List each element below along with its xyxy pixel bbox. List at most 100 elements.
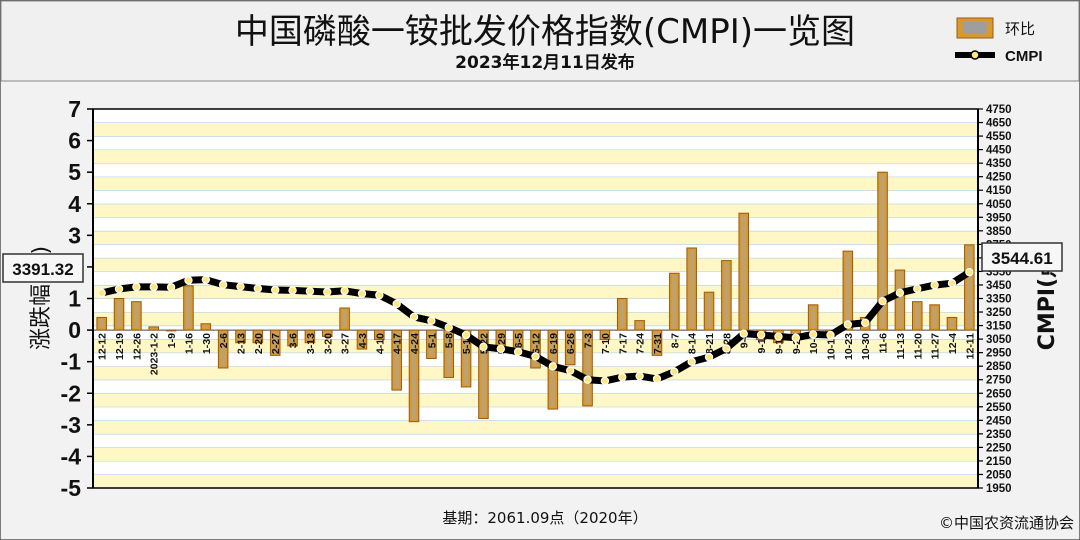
bar-inner xyxy=(619,300,625,329)
x-tick-label: 7-31 xyxy=(652,333,664,354)
x-tick-label: 2-20 xyxy=(253,333,265,354)
cmpi-point xyxy=(513,347,523,356)
grid-band xyxy=(93,271,978,285)
cmpi-point xyxy=(652,374,662,384)
copyright: ©中国农资流通协会 xyxy=(939,514,1074,532)
right-tick-label: 4050 xyxy=(986,199,1012,211)
bar-inner xyxy=(203,325,209,329)
x-tick-label: 11-20 xyxy=(912,333,924,359)
bar-inner xyxy=(446,332,452,376)
right-tick-label: 2450 xyxy=(986,415,1012,427)
legend-line-label: CMPI xyxy=(1005,48,1043,65)
x-tick-label: 2-27 xyxy=(270,333,282,354)
bar-inner xyxy=(967,246,972,329)
legend-bar-label: 环比 xyxy=(1005,20,1035,38)
right-tick-label: 4750 xyxy=(986,104,1012,116)
bar-inner xyxy=(220,332,226,366)
bar-inner xyxy=(689,249,694,329)
grid-band xyxy=(93,420,978,434)
x-tick-label: 6-12 xyxy=(531,333,543,354)
cmpi-point xyxy=(618,372,627,382)
right-tick-label: 4350 xyxy=(986,158,1012,170)
cmpi-point xyxy=(357,289,367,298)
cmpi-point xyxy=(201,275,210,284)
bar-inner xyxy=(238,332,243,341)
grid-band xyxy=(93,109,978,123)
right-tick-label: 2850 xyxy=(986,361,1012,373)
cmpi-point xyxy=(774,332,783,341)
right-tick-label: 2550 xyxy=(986,402,1012,414)
cmpi-point xyxy=(340,286,349,295)
line-series xyxy=(97,267,974,386)
left-tick-label: -5 xyxy=(61,475,82,501)
cmpi-point xyxy=(687,357,696,366)
x-tick-label: 3-6 xyxy=(288,333,300,348)
left-tick-label: -1 xyxy=(61,349,82,375)
x-tick-label: 1-30 xyxy=(201,333,213,354)
cmpi-point xyxy=(496,344,505,354)
left-tick-label: 3 xyxy=(68,222,81,248)
bar-inner xyxy=(706,294,712,329)
cmpi-point xyxy=(739,329,748,338)
right-tick-label: 2350 xyxy=(986,429,1012,441)
bar-inner xyxy=(533,332,538,366)
bar-inner xyxy=(463,332,469,385)
bar-inner xyxy=(377,332,382,338)
chart-title: 中国磷酸一铵批发价格指数(CMPI)一览图 xyxy=(235,12,855,52)
cmpi-point xyxy=(288,286,297,295)
cmpi-point xyxy=(392,299,401,309)
x-tick-label: 2-6 xyxy=(218,333,230,348)
bar-inner xyxy=(186,287,191,329)
cmpi-point xyxy=(722,344,731,353)
cmpi-point xyxy=(479,342,488,352)
grid-band xyxy=(93,447,978,461)
x-tick-label: 7-17 xyxy=(617,333,629,354)
bar-inner xyxy=(99,319,104,329)
right-tick-label: 2050 xyxy=(986,469,1012,481)
cmpi-point xyxy=(826,330,835,340)
grid-band xyxy=(93,217,978,231)
left-tick-label: 7 xyxy=(68,96,81,122)
bar-inner xyxy=(307,332,313,341)
bar-inner xyxy=(567,332,573,363)
cmpi-point xyxy=(271,285,280,295)
bar xyxy=(165,329,177,332)
cmpi-point xyxy=(461,330,471,340)
right-tick-label: 2950 xyxy=(986,348,1012,360)
header-band xyxy=(0,0,1080,82)
right-tick-label: 3150 xyxy=(986,321,1012,333)
bar-inner xyxy=(932,306,937,329)
cmpi-point xyxy=(913,284,922,293)
legend-bar-swatch-inner xyxy=(963,22,987,34)
x-tick-label: 8-7 xyxy=(669,333,681,348)
right-tick-label: 2150 xyxy=(986,456,1012,468)
bar-inner xyxy=(255,332,261,341)
x-tick-label: 10-23 xyxy=(843,333,855,360)
x-tick-label: 7-10 xyxy=(600,333,612,354)
x-tick-label: 5-8 xyxy=(444,333,456,348)
grid-band xyxy=(93,298,978,313)
left-tick-label: 5 xyxy=(68,159,81,185)
cmpi-point xyxy=(843,320,853,329)
end-value-callout: 3544.61 xyxy=(981,242,1063,272)
bar-inner xyxy=(949,319,955,329)
cmpi-point xyxy=(97,288,106,298)
bar-inner xyxy=(845,253,851,329)
bar-inner xyxy=(394,332,399,389)
x-tick-label: 4-24 xyxy=(409,333,421,354)
bar-inner xyxy=(602,332,608,338)
x-tick-label: 4-10 xyxy=(374,333,386,354)
x-tick-label: 4-17 xyxy=(392,333,404,354)
cmpi-point xyxy=(583,375,592,384)
x-tick-label: 11-27 xyxy=(930,333,942,359)
cmpi-point xyxy=(166,283,176,292)
right-tick-label: 3450 xyxy=(986,280,1012,292)
x-tick-label: 6-26 xyxy=(565,333,577,354)
grid-band xyxy=(93,406,978,421)
start-callout-value: 3391.32 xyxy=(12,260,73,279)
x-tick-label: 11-13 xyxy=(895,333,907,359)
x-tick-label: 6-19 xyxy=(548,333,560,354)
x-tick-label: 12-12 xyxy=(97,333,109,360)
left-tick-label: 0 xyxy=(68,317,81,343)
